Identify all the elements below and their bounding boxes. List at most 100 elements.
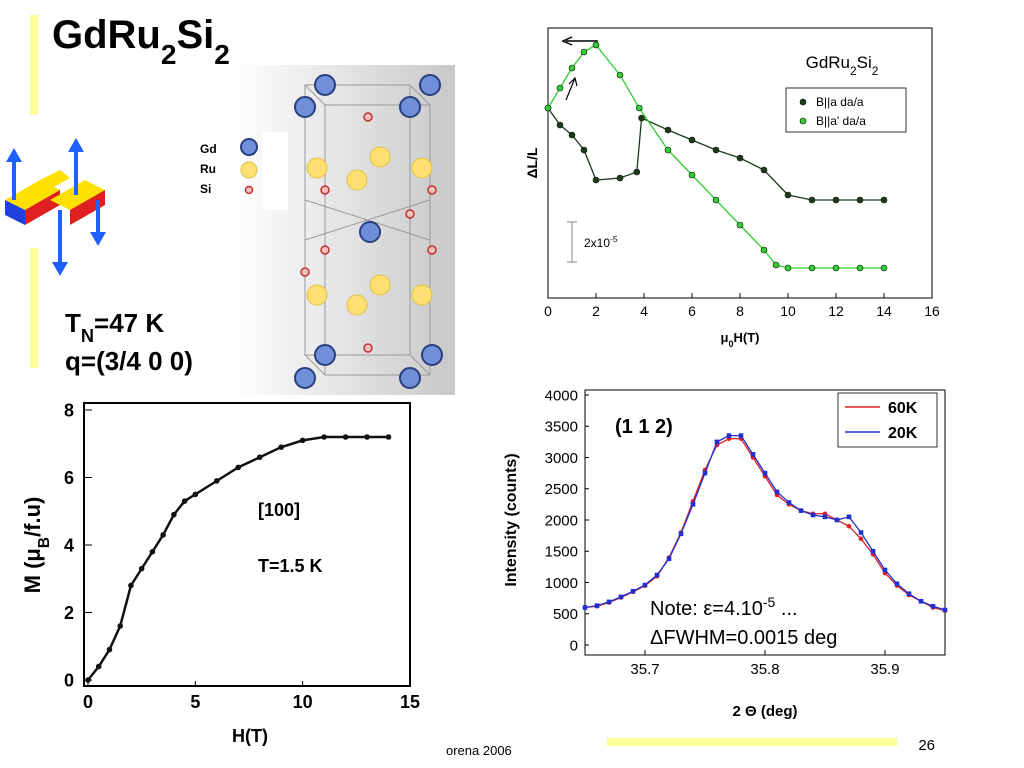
- x-tick-label: 10: [780, 303, 796, 319]
- data-point: [736, 154, 744, 162]
- data-point: [128, 582, 134, 589]
- data-point: [106, 646, 113, 653]
- annotation: [100]: [258, 500, 300, 520]
- x-tick-label: 12: [828, 303, 844, 319]
- annotation: (1 1 2): [615, 416, 673, 438]
- legend-label: Gd: [200, 142, 217, 156]
- data-point: [880, 264, 888, 272]
- data-point: [664, 126, 672, 134]
- slide-title-part: GdRu: [52, 13, 161, 57]
- x-tick-label: 6: [688, 303, 696, 319]
- data-point: [256, 454, 263, 461]
- data-point: [762, 470, 768, 476]
- data-point: [138, 565, 145, 572]
- crystal-structure: [232, 65, 455, 395]
- data-point: [95, 663, 102, 670]
- data-point: [714, 439, 720, 445]
- y-axis-label: M (μB/f.u): [20, 497, 53, 594]
- data-point: [784, 264, 792, 272]
- x-tick-label: 4: [640, 303, 648, 319]
- data-point: [544, 104, 552, 112]
- data-point: [342, 434, 349, 440]
- data-point: [906, 591, 912, 597]
- y-axis-label-part: B: [36, 537, 53, 548]
- slide-title-part: 2: [214, 39, 230, 70]
- data-point: [192, 491, 199, 498]
- data-point: [618, 594, 624, 600]
- data-point: [160, 532, 166, 538]
- legend-swatch: [799, 117, 807, 125]
- data-point: [299, 437, 306, 444]
- data-point: [556, 121, 564, 129]
- neel-temperature: TN=47 K: [65, 308, 164, 346]
- data-point: [171, 511, 177, 518]
- y-tick-label: 0: [64, 670, 74, 690]
- neel-temperature-part: N: [81, 326, 94, 346]
- data-point: [642, 582, 648, 588]
- data-point: [786, 500, 792, 505]
- data-point: [321, 434, 327, 440]
- data-point: [664, 146, 672, 154]
- legend-label: Ru: [200, 162, 216, 176]
- chart-title-part: 2: [850, 64, 857, 78]
- data-point: [822, 514, 828, 520]
- legend-label: B||a' da/a: [816, 114, 866, 128]
- page-number: 26: [918, 737, 935, 754]
- legend-label: 60K: [888, 400, 918, 417]
- legend-label: 20K: [888, 425, 918, 442]
- data-point: [810, 512, 816, 518]
- note: ΔFWHM=0.0015 deg: [650, 627, 837, 649]
- data-point: [633, 168, 641, 176]
- arrow: [565, 76, 578, 101]
- y-tick-label: 6: [64, 468, 74, 488]
- series-line: [87, 435, 389, 681]
- data-point: [606, 599, 612, 605]
- data-point: [846, 514, 852, 520]
- data-point: [738, 433, 744, 438]
- y-axis-label: Intensity (counts): [503, 453, 520, 586]
- x-axis-label: μ0H(T): [720, 330, 759, 349]
- data-point: [364, 434, 370, 440]
- x-tick-label: 14: [876, 303, 892, 319]
- data-point: [678, 531, 684, 537]
- accent-bar: [30, 248, 38, 368]
- data-point: [654, 572, 660, 578]
- data-point: [918, 598, 924, 604]
- data-point: [942, 607, 948, 613]
- data-point: [616, 71, 624, 79]
- x-axis-label-part: μ: [720, 330, 728, 345]
- data-point: [592, 41, 600, 49]
- y-axis-label: ΔL/L: [524, 147, 540, 179]
- data-point: [856, 264, 864, 272]
- data-point: [149, 548, 156, 555]
- chart-title-part: GdRu: [806, 53, 850, 72]
- chart-title-part: Si: [857, 53, 872, 72]
- series-line: [584, 438, 946, 612]
- note-part: ...: [775, 598, 797, 620]
- data-point: [690, 502, 696, 507]
- annotation: T=1.5 K: [258, 556, 323, 576]
- data-point: [726, 433, 732, 438]
- data-point: [638, 114, 645, 122]
- arrow: [561, 36, 598, 46]
- data-point: [856, 196, 864, 204]
- y-tick-label: 1000: [545, 575, 578, 592]
- note: Note: ε=4.10-5 ...: [650, 594, 798, 620]
- note-part: Note: ε=4.10: [650, 598, 763, 620]
- neel-temperature-part: =47 K: [94, 308, 164, 338]
- data-point: [784, 191, 792, 199]
- scale-label-part: 2x10: [584, 236, 610, 250]
- data-point: [582, 605, 588, 610]
- data-point: [760, 246, 768, 254]
- data-point: [214, 478, 220, 484]
- slide-title: GdRu2Si2: [52, 13, 230, 70]
- data-point: [894, 581, 900, 587]
- y-tick-label: 0: [570, 637, 578, 654]
- data-point: [834, 517, 840, 523]
- data-point: [666, 556, 672, 562]
- x-axis-label: H(T): [232, 726, 268, 746]
- data-point: [736, 221, 744, 229]
- data-point: [858, 536, 864, 542]
- x-tick-label: 35.8: [750, 661, 779, 678]
- chart-title-part: 2: [872, 64, 879, 78]
